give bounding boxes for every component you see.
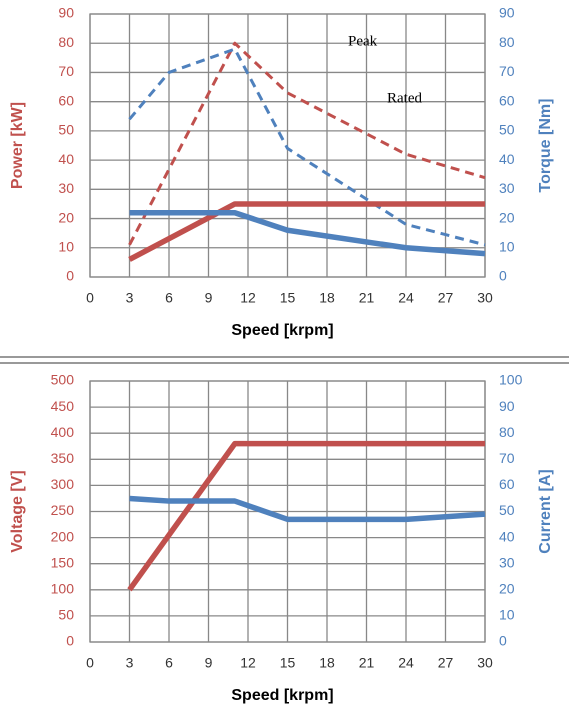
y2-tick-label: 20: [499, 581, 515, 597]
series-line: [129, 495, 486, 523]
y2-axis-title: Torque [Nm]: [537, 99, 554, 193]
y2-tick-label: 70: [499, 450, 515, 466]
y-tick-label: 90: [58, 5, 74, 21]
y-tick-label: 30: [58, 180, 74, 196]
y-tick-label: 10: [58, 238, 74, 254]
x-tick-label: 18: [319, 655, 335, 671]
series-line: [128, 201, 485, 262]
y2-tick-label: 0: [499, 268, 507, 284]
x-tick-label: 24: [398, 655, 414, 671]
y2-tick-label: 30: [499, 554, 515, 570]
y-tick-label: 400: [51, 424, 75, 440]
y-axis-title: Voltage [V]: [9, 470, 26, 552]
y2-tick-label: 0: [499, 633, 507, 649]
x-tick-label: 3: [126, 290, 134, 306]
series-line: [127, 440, 485, 592]
y-tick-label: 50: [58, 122, 74, 138]
y2-tick-label: 20: [499, 209, 515, 225]
y2-tick-label: 90: [499, 5, 515, 21]
x-tick-label: 15: [280, 655, 296, 671]
y-tick-label: 70: [58, 63, 74, 79]
series-line: [128, 41, 486, 246]
y-tick-label: 50: [58, 607, 74, 623]
y-tick-label: 200: [51, 528, 75, 544]
x-tick-label: 30: [477, 290, 493, 306]
annotation: Rated: [387, 90, 422, 106]
y2-axis-title: Current [A]: [537, 469, 554, 553]
y-axis-title: Power [kW]: [9, 102, 26, 189]
annotation: Peak: [348, 33, 378, 49]
x-tick-label: 9: [205, 290, 213, 306]
y2-tick-label: 50: [499, 122, 515, 138]
y2-tick-label: 10: [499, 238, 515, 254]
y2-tick-label: 80: [499, 34, 515, 50]
y2-tick-label: 10: [499, 607, 515, 623]
y-tick-label: 350: [51, 450, 75, 466]
y2-tick-label: 40: [499, 528, 515, 544]
y2-tick-label: 70: [499, 63, 515, 79]
x-tick-label: 30: [477, 655, 493, 671]
y-tick-label: 80: [58, 34, 74, 50]
x-tick-label: 27: [438, 290, 454, 306]
x-tick-label: 3: [126, 655, 134, 671]
x-tick-label: 12: [240, 290, 256, 306]
y-tick-label: 20: [58, 209, 74, 225]
y2-tick-label: 60: [499, 92, 515, 108]
y-tick-label: 300: [51, 476, 75, 492]
x-tick-label: 27: [438, 655, 454, 671]
x-tick-label: 15: [280, 290, 296, 306]
plot-border: [89, 380, 486, 643]
y-tick-label: 250: [51, 502, 75, 518]
y-tick-label: 450: [51, 398, 75, 414]
x-tick-label: 0: [86, 655, 94, 671]
x-tick-label: 21: [359, 655, 375, 671]
y2-tick-label: 30: [499, 180, 515, 196]
y-tick-label: 60: [58, 92, 74, 108]
x-tick-label: 24: [398, 290, 414, 306]
x-axis-title: Speed [krpm]: [231, 322, 333, 339]
series-line: [129, 209, 486, 257]
series-line: [128, 47, 486, 247]
x-tick-label: 9: [205, 655, 213, 671]
y-tick-label: 0: [66, 633, 74, 649]
y2-tick-label: 100: [499, 372, 523, 388]
y2-tick-label: 50: [499, 502, 515, 518]
x-tick-label: 12: [240, 655, 256, 671]
plot-border: [89, 13, 486, 278]
y-tick-label: 150: [51, 554, 75, 570]
y2-tick-label: 80: [499, 424, 515, 440]
y-tick-label: 0: [66, 268, 74, 284]
x-tick-label: 6: [165, 655, 173, 671]
y2-tick-label: 60: [499, 476, 515, 492]
x-tick-label: 6: [165, 290, 173, 306]
x-tick-label: 18: [319, 290, 335, 306]
x-tick-label: 0: [86, 290, 94, 306]
x-tick-label: 21: [359, 290, 375, 306]
y2-tick-label: 40: [499, 151, 515, 167]
y-tick-label: 500: [51, 372, 75, 388]
x-axis-title: Speed [krpm]: [231, 687, 333, 704]
y2-tick-label: 90: [499, 398, 515, 414]
y-tick-label: 40: [58, 151, 74, 167]
y-tick-label: 100: [51, 581, 75, 597]
